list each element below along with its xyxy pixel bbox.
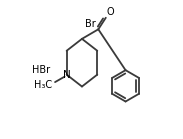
Text: HBr: HBr [31, 64, 50, 75]
Text: Br: Br [85, 19, 96, 29]
Text: O: O [107, 7, 114, 17]
Text: N: N [63, 70, 70, 80]
Text: H₃C: H₃C [34, 80, 52, 90]
